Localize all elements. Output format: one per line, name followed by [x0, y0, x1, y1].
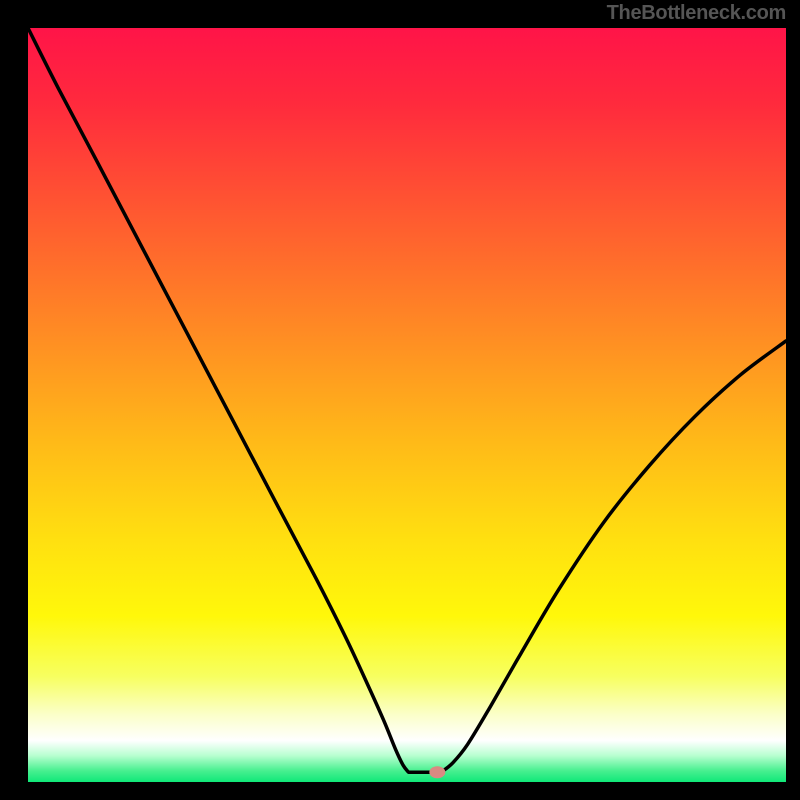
optimum-marker [429, 766, 445, 778]
gradient-background [28, 28, 786, 782]
watermark-text: TheBottleneck.com [607, 2, 786, 25]
figure-container: TheBottleneck.com [0, 0, 800, 800]
chart-svg [0, 0, 800, 800]
